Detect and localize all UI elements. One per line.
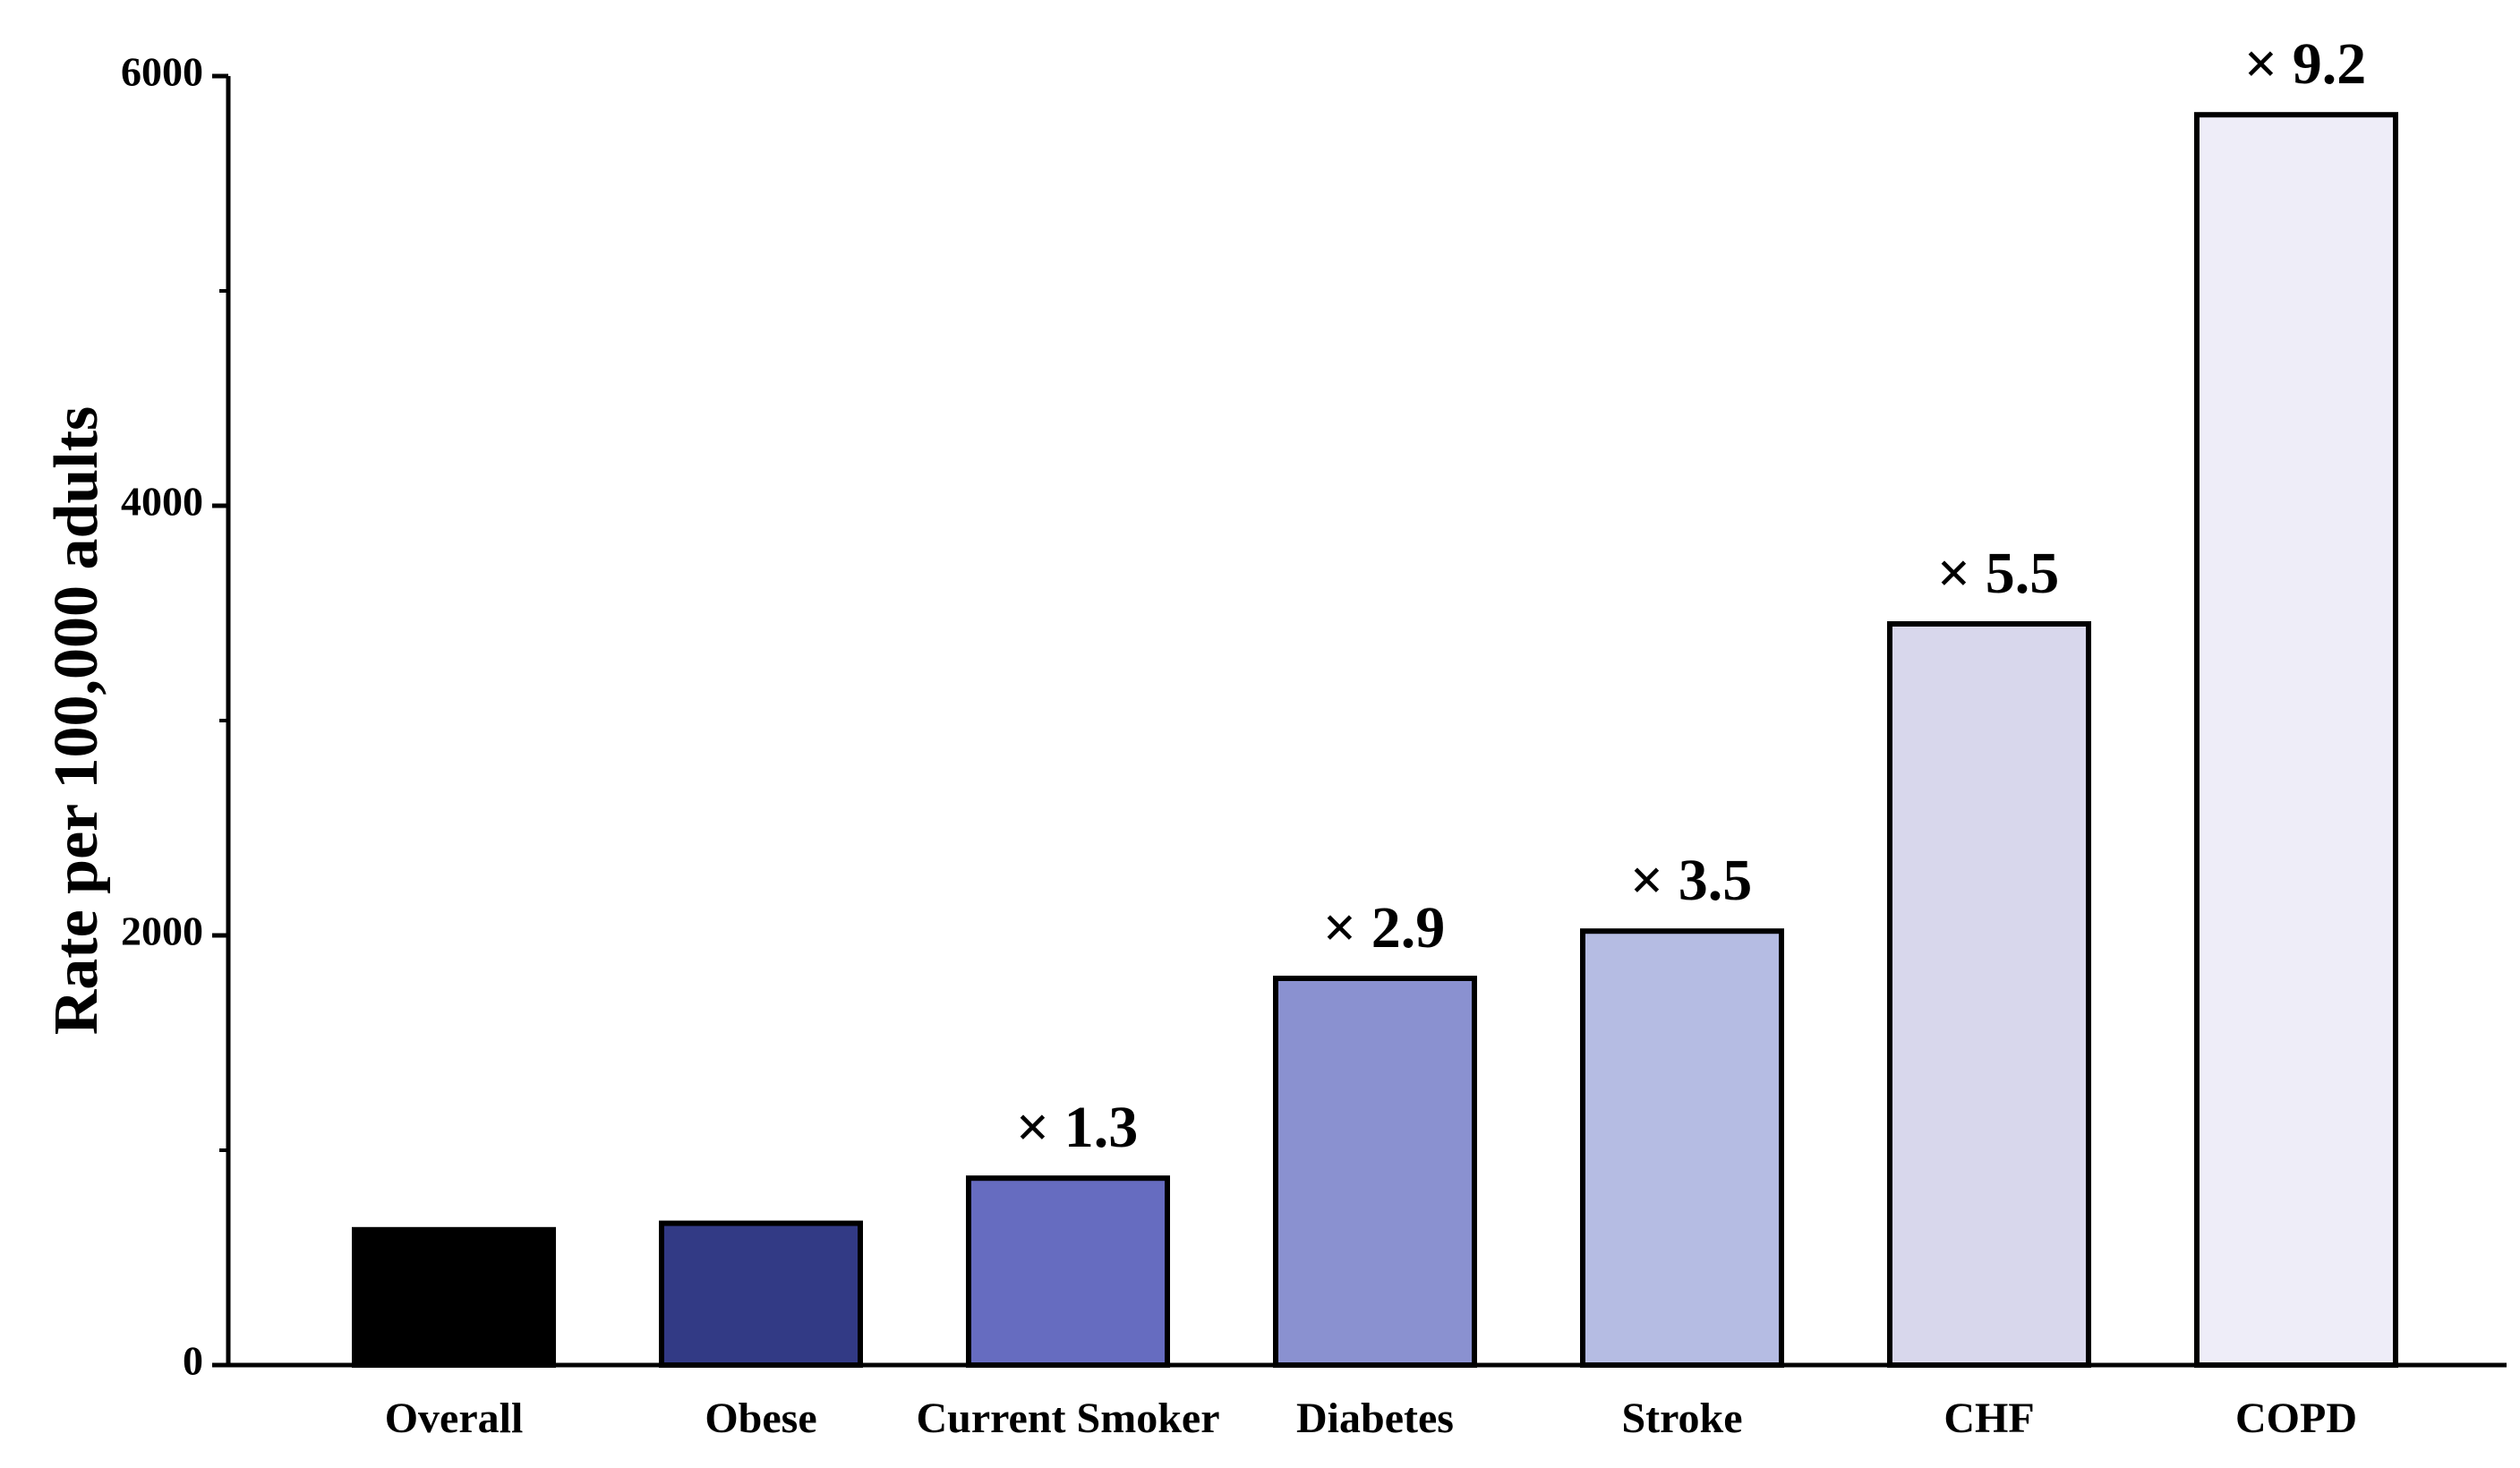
bar-overall [352, 1226, 556, 1369]
bar-diabetes [1273, 976, 1477, 1368]
bar-current-smoker [966, 1175, 1170, 1368]
x-label-copd: COPD [2235, 1395, 2357, 1442]
y-tick-label-4000: 4000 [121, 479, 203, 525]
bar-obese [659, 1220, 863, 1368]
bar-copd [2194, 112, 2398, 1369]
annotation-diabetes: × 2.9 [1323, 895, 1446, 960]
x-label-chf: CHF [1943, 1395, 2034, 1442]
x-labels-group: Overall Obese Current Smoker Diabetes Stroke… [385, 1395, 2357, 1442]
bars-group [352, 112, 2398, 1369]
x-label-overall: Overall [385, 1395, 524, 1442]
annotation-chf: × 5.5 [1937, 541, 2060, 606]
y-tick-label-2000: 2000 [121, 909, 203, 954]
annotation-copd: × 9.2 [2244, 31, 2367, 97]
y-axis-title: Rate per 100,000 adults [42, 406, 111, 1036]
bar-chf [1887, 621, 2091, 1368]
annotations-group: × 1.3 × 2.9 × 3.5 × 5.5 × 9.2 [1016, 31, 2367, 1160]
annotation-current-smoker: × 1.3 [1016, 1095, 1139, 1160]
annotation-stroke: × 3.5 [1630, 848, 1753, 913]
x-label-stroke: Stroke [1621, 1395, 1742, 1442]
x-label-obese: Obese [705, 1395, 816, 1442]
y-tick-label-0: 0 [183, 1338, 203, 1384]
x-label-diabetes: Diabetes [1296, 1395, 1454, 1442]
x-label-current-smoker: Current Smoker [916, 1395, 1219, 1442]
y-ticks-group: 0 2000 4000 6000 [121, 49, 228, 1384]
y-tick-label-6000: 6000 [121, 49, 203, 95]
bar-stroke [1580, 928, 1784, 1368]
